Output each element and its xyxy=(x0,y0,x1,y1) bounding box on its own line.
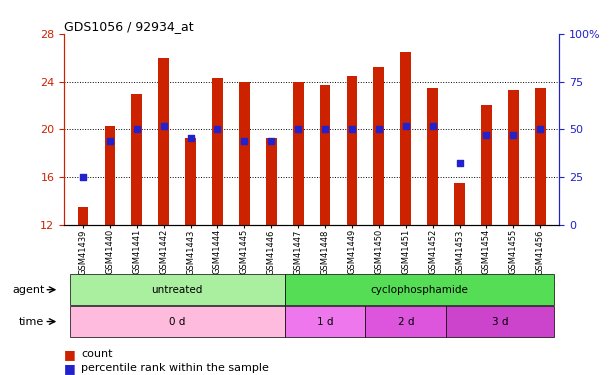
Text: 2 d: 2 d xyxy=(398,316,414,327)
Bar xyxy=(535,87,546,225)
Text: 1 d: 1 d xyxy=(317,316,334,327)
Point xyxy=(535,126,545,132)
Bar xyxy=(373,67,384,225)
Bar xyxy=(320,85,331,225)
Bar xyxy=(104,126,115,225)
Point xyxy=(105,138,115,144)
Text: 0 d: 0 d xyxy=(169,316,185,327)
Text: cyclophosphamide: cyclophosphamide xyxy=(370,285,468,295)
Bar xyxy=(454,183,465,225)
Point xyxy=(213,126,222,132)
Bar xyxy=(481,105,492,225)
Point xyxy=(428,123,437,129)
Bar xyxy=(365,306,446,337)
Point xyxy=(481,132,491,138)
Bar xyxy=(70,274,285,305)
Bar xyxy=(239,82,250,225)
Point xyxy=(508,132,518,138)
Text: count: count xyxy=(81,350,113,359)
Point xyxy=(132,126,142,132)
Bar xyxy=(185,138,196,225)
Point xyxy=(374,126,384,132)
Point xyxy=(455,160,464,166)
Text: time: time xyxy=(19,316,45,327)
Bar xyxy=(158,58,169,225)
Bar xyxy=(285,306,365,337)
Bar xyxy=(131,93,142,225)
Bar xyxy=(446,306,554,337)
Text: agent: agent xyxy=(12,285,45,295)
Point xyxy=(347,126,357,132)
Text: percentile rank within the sample: percentile rank within the sample xyxy=(81,363,269,373)
Text: GDS1056 / 92934_at: GDS1056 / 92934_at xyxy=(64,20,194,33)
Text: ■: ■ xyxy=(64,362,76,375)
Bar xyxy=(78,207,89,225)
Bar xyxy=(293,82,304,225)
Text: untreated: untreated xyxy=(152,285,203,295)
Bar xyxy=(346,76,357,225)
Point xyxy=(159,123,169,129)
Text: 3 d: 3 d xyxy=(492,316,508,327)
Point xyxy=(78,174,88,180)
Bar xyxy=(508,90,519,225)
Bar xyxy=(266,138,277,225)
Bar xyxy=(427,87,438,225)
Point xyxy=(266,138,276,144)
Point xyxy=(401,123,411,129)
Point xyxy=(186,135,196,141)
Bar xyxy=(285,274,554,305)
Point xyxy=(320,126,330,132)
Point xyxy=(240,138,249,144)
Bar xyxy=(70,306,285,337)
Bar xyxy=(212,78,223,225)
Point xyxy=(293,126,303,132)
Bar xyxy=(400,52,411,225)
Text: ■: ■ xyxy=(64,348,76,361)
